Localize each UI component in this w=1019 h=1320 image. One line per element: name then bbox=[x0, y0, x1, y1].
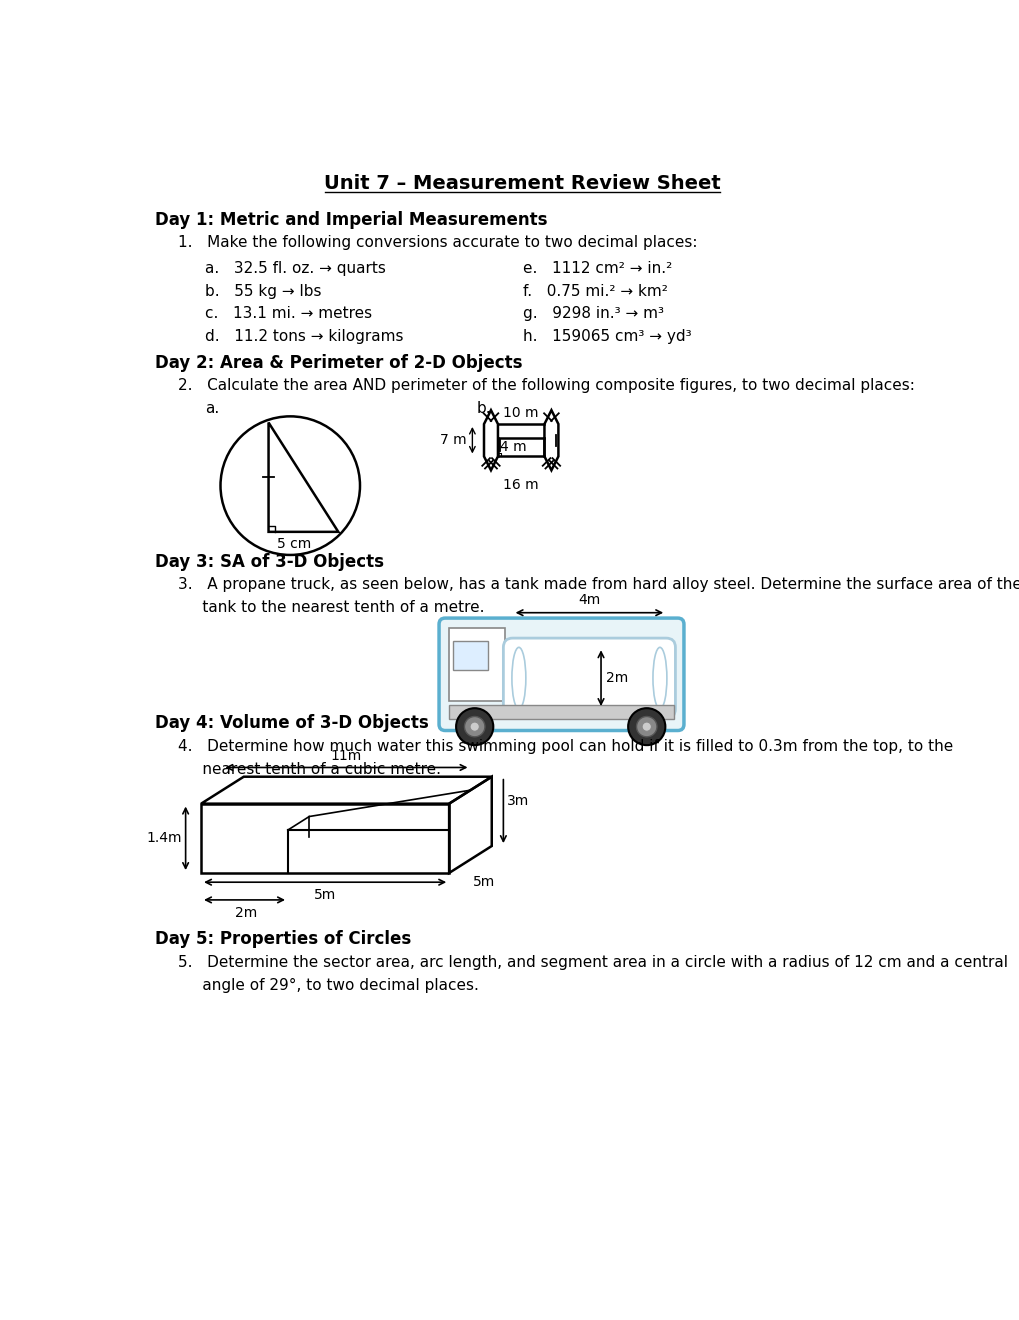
Text: b.: b. bbox=[476, 401, 490, 416]
Text: 1.   Make the following conversions accurate to two decimal places:: 1. Make the following conversions accura… bbox=[177, 235, 697, 251]
Text: Unit 7 – Measurement Review Sheet: Unit 7 – Measurement Review Sheet bbox=[324, 174, 720, 193]
Text: Day 4: Volume of 3-D Objects: Day 4: Volume of 3-D Objects bbox=[155, 714, 428, 733]
Text: g.   9298 in.³ → m³: g. 9298 in.³ → m³ bbox=[523, 306, 663, 321]
Text: 1.4m: 1.4m bbox=[146, 832, 181, 845]
Text: d.   11.2 tons → kilograms: d. 11.2 tons → kilograms bbox=[205, 329, 404, 345]
Text: a.: a. bbox=[205, 401, 219, 416]
Text: nearest tenth of a cubic metre.: nearest tenth of a cubic metre. bbox=[177, 762, 440, 777]
Circle shape bbox=[636, 717, 656, 737]
Text: 2m: 2m bbox=[606, 671, 628, 685]
Text: e.   1112 cm² → in.²: e. 1112 cm² → in.² bbox=[523, 261, 672, 276]
Text: 4m: 4m bbox=[578, 593, 600, 607]
Text: 5.   Determine the sector area, arc length, and segment area in a circle with a : 5. Determine the sector area, arc length… bbox=[177, 954, 1007, 970]
Circle shape bbox=[455, 708, 493, 744]
Circle shape bbox=[642, 722, 651, 731]
Text: f.   0.75 mi.² → km²: f. 0.75 mi.² → km² bbox=[523, 284, 667, 298]
Text: angle of 29°, to two decimal places.: angle of 29°, to two decimal places. bbox=[177, 978, 478, 993]
Text: Day 1: Metric and Imperial Measurements: Day 1: Metric and Imperial Measurements bbox=[155, 211, 546, 228]
Circle shape bbox=[470, 722, 479, 731]
Text: 4.   Determine how much water this swimming pool can hold if it is filled to 0.3: 4. Determine how much water this swimmin… bbox=[177, 739, 952, 754]
Bar bbox=[448, 705, 674, 719]
Text: 7 m: 7 m bbox=[440, 433, 467, 447]
Text: 2m: 2m bbox=[234, 906, 257, 920]
Text: 4 m: 4 m bbox=[499, 440, 527, 454]
Text: 10 m: 10 m bbox=[503, 407, 538, 420]
Text: tank to the nearest tenth of a metre.: tank to the nearest tenth of a metre. bbox=[177, 601, 484, 615]
Text: a.   32.5 fl. oz. → quarts: a. 32.5 fl. oz. → quarts bbox=[205, 261, 385, 276]
Bar bbox=[452, 642, 487, 671]
Bar bbox=[448, 628, 504, 701]
Text: Day 5: Properties of Circles: Day 5: Properties of Circles bbox=[155, 929, 411, 948]
Text: b.   55 kg → lbs: b. 55 kg → lbs bbox=[205, 284, 321, 298]
Text: 3.   A propane truck, as seen below, has a tank made from hard alloy steel. Dete: 3. A propane truck, as seen below, has a… bbox=[177, 577, 1019, 593]
Text: 3m: 3m bbox=[506, 793, 529, 808]
Text: 5m: 5m bbox=[314, 888, 336, 903]
Text: 5 cm: 5 cm bbox=[277, 537, 311, 552]
Text: 11m: 11m bbox=[330, 748, 362, 763]
FancyBboxPatch shape bbox=[438, 618, 684, 730]
Text: Day 2: Area & Perimeter of 2-D Objects: Day 2: Area & Perimeter of 2-D Objects bbox=[155, 354, 522, 372]
Text: c.   13.1 mi. → metres: c. 13.1 mi. → metres bbox=[205, 306, 372, 321]
Text: h.   159065 cm³ → yd³: h. 159065 cm³ → yd³ bbox=[523, 329, 691, 345]
Circle shape bbox=[628, 708, 664, 744]
Text: 2.   Calculate the area AND perimeter of the following composite figures, to two: 2. Calculate the area AND perimeter of t… bbox=[177, 378, 914, 393]
Circle shape bbox=[464, 717, 484, 737]
Text: 5m: 5m bbox=[472, 875, 494, 888]
Text: 16 m: 16 m bbox=[503, 478, 538, 492]
FancyBboxPatch shape bbox=[503, 638, 675, 718]
Text: Day 3: SA of 3-D Objects: Day 3: SA of 3-D Objects bbox=[155, 553, 383, 570]
